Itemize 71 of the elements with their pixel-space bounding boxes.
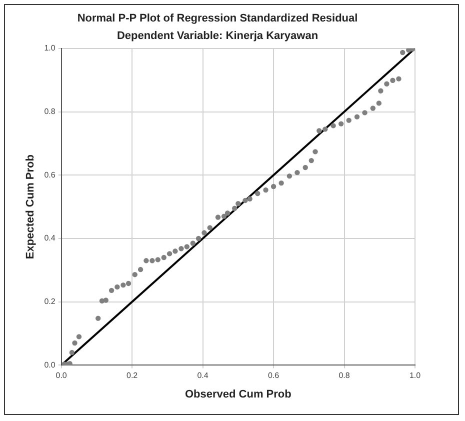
point (338, 121, 344, 126)
point (330, 123, 336, 128)
point (72, 340, 78, 346)
point (294, 170, 300, 176)
y-tick-label: 0.2 (44, 297, 56, 306)
x-tick-label: 0.4 (197, 371, 209, 380)
point (286, 173, 292, 179)
point (384, 81, 390, 86)
point (103, 298, 108, 303)
y-tick-label: 0.8 (44, 106, 56, 116)
point (138, 266, 144, 272)
x-tick-label: 0.0 (56, 371, 68, 380)
point (242, 198, 248, 204)
point (196, 236, 202, 242)
x-axis-title: Observed Cum Prob (184, 388, 292, 400)
point (410, 48, 415, 52)
point (150, 258, 155, 264)
point (255, 190, 260, 196)
point (202, 230, 207, 236)
point (302, 164, 308, 170)
point (132, 272, 138, 278)
x-tick-label: 0.8 (338, 371, 350, 380)
point (161, 254, 166, 260)
chart-title: Normal P-P Plot of Regression Standardized Residual (77, 12, 358, 25)
point (166, 251, 172, 256)
point (224, 210, 230, 216)
point (108, 288, 114, 294)
y-tick-label: 0.6 (44, 170, 56, 180)
point (376, 100, 382, 106)
point (263, 187, 268, 193)
point (278, 180, 284, 186)
point (114, 284, 120, 290)
point (184, 244, 190, 250)
x-tick-label: 1.0 (409, 371, 422, 380)
point (308, 158, 314, 164)
point (96, 316, 101, 321)
point (126, 280, 132, 286)
point (354, 114, 360, 120)
y-axis-title: Expected Cum Prob (24, 154, 37, 260)
point (236, 201, 241, 206)
point (362, 110, 368, 116)
x-tick-label: 0.2 (126, 371, 138, 380)
point (232, 206, 238, 211)
point (312, 149, 318, 154)
point (396, 76, 402, 82)
point (67, 361, 72, 366)
y-tick-label: 1.0 (44, 44, 56, 53)
point (120, 282, 126, 288)
point (316, 128, 322, 134)
point (155, 257, 160, 262)
point (390, 78, 396, 83)
point (69, 350, 75, 356)
y-tick-label: 0.4 (44, 234, 56, 243)
point (378, 88, 384, 94)
y-tick-label: 0.0 (44, 360, 56, 370)
chart-subtitle: Dependent Variable: Kinerja Karyawan (116, 30, 318, 42)
point (346, 118, 352, 123)
point (322, 126, 328, 132)
point (76, 334, 82, 340)
point (221, 214, 227, 219)
point (207, 225, 212, 230)
point (178, 246, 184, 252)
point (172, 248, 178, 254)
point (144, 258, 149, 264)
point (215, 214, 221, 220)
x-tick-label: 0.6 (268, 371, 280, 380)
point (190, 240, 196, 246)
point (270, 184, 276, 190)
point (247, 196, 252, 202)
point (370, 106, 376, 111)
point (400, 50, 406, 56)
